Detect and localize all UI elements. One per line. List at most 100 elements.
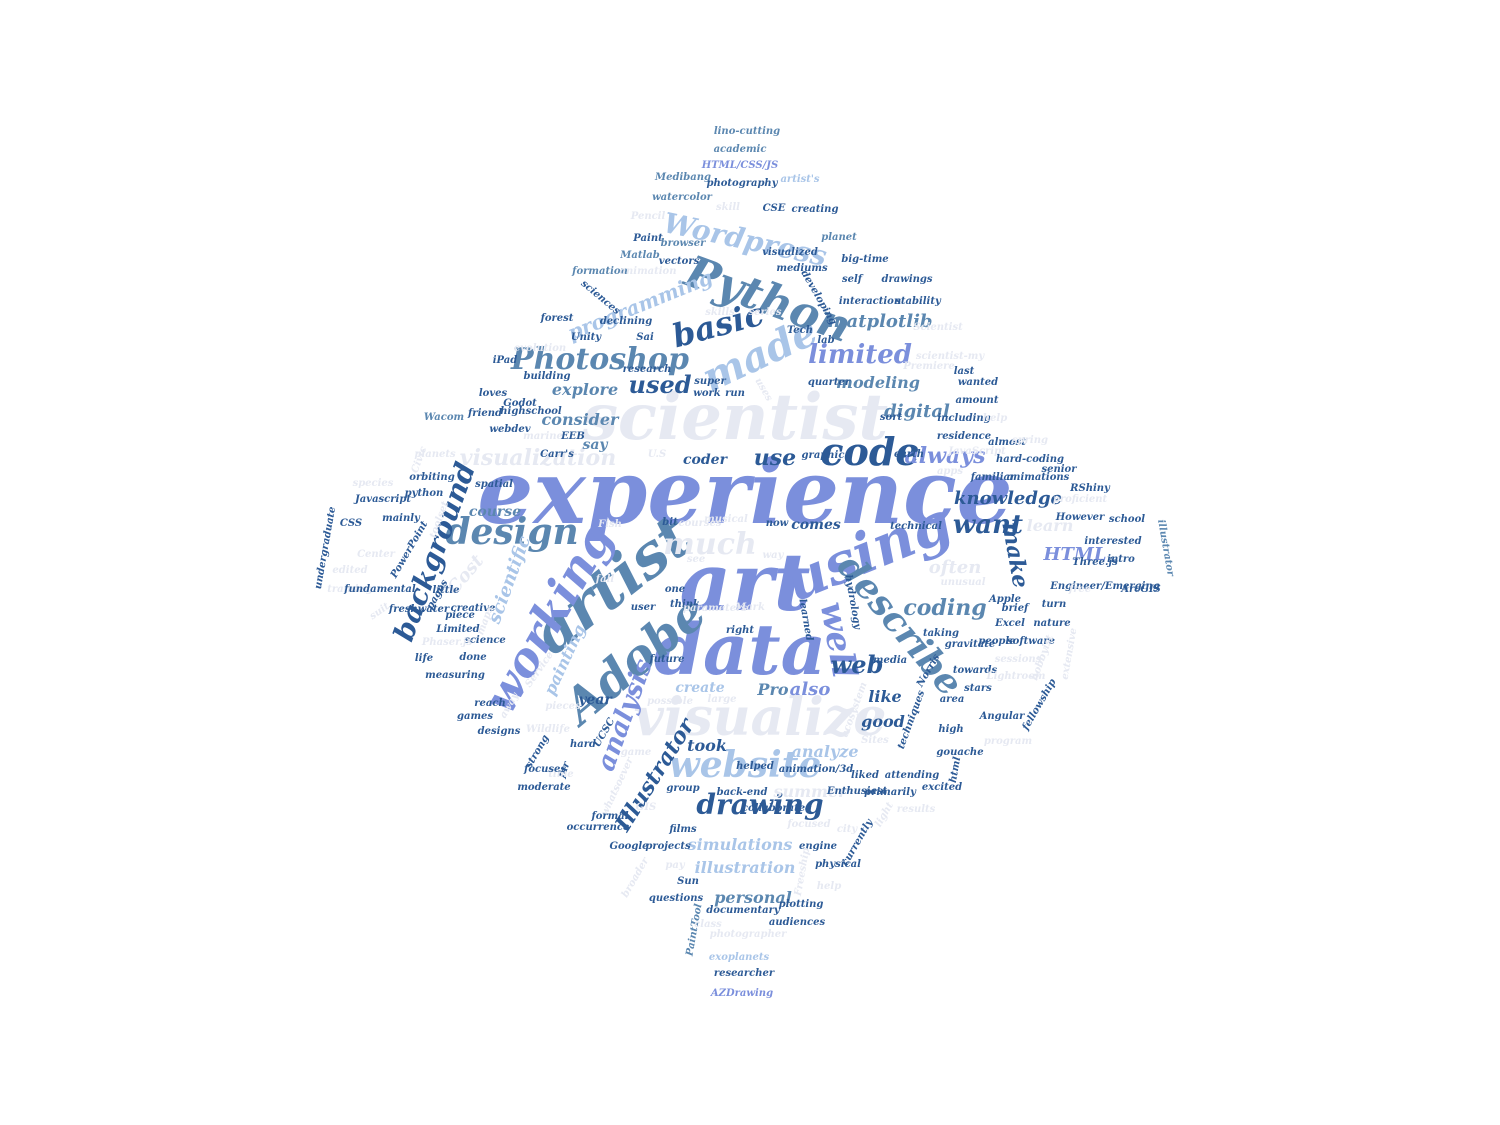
word-super: super [694, 376, 726, 387]
word-scientist: scientist [581, 380, 889, 455]
word-center: Center [357, 549, 395, 560]
word-gravitate: gravitate [944, 639, 996, 650]
word-css: CSS [339, 518, 363, 529]
word-three-js: Three.js [1072, 557, 1118, 568]
word-evolution: evolution [513, 343, 567, 354]
word-plotting: plotting [778, 899, 824, 910]
word-artist-s: artist's [780, 174, 820, 185]
word-city: city [836, 824, 858, 835]
word-mediums: mediums [776, 263, 828, 274]
word-spring: spring [1012, 435, 1048, 446]
word-building: building [523, 371, 571, 382]
word-art: art [679, 535, 811, 629]
word-formation: formation [572, 266, 628, 277]
word-graphic: graphic [801, 450, 845, 461]
word-rshiny: RShiny [1070, 483, 1110, 494]
word-visualized: visualized [762, 247, 818, 258]
word-projects: projects [645, 841, 691, 852]
word-sun: Sun [677, 876, 699, 887]
word-class: class [694, 919, 722, 930]
word-focused: focused [787, 819, 831, 830]
word-wacom: Wacom [423, 412, 465, 423]
word-life: life [414, 653, 434, 664]
word-create: create [675, 680, 725, 696]
word-large: large [707, 694, 737, 705]
word-sites: Sites [861, 735, 889, 746]
word-say: say [582, 437, 608, 453]
word-physical: physical [815, 859, 861, 870]
word-media: media [872, 655, 908, 666]
word-freeship: Freeship [792, 847, 813, 897]
word-course: course [468, 504, 522, 520]
word-game: game [620, 747, 652, 758]
word-friend: friend [468, 408, 502, 419]
word-films: films [669, 824, 697, 835]
word-planets: planets [414, 449, 456, 460]
word-excited: excited [921, 782, 963, 793]
word-right: right [726, 625, 754, 636]
word-coding: coding [903, 595, 987, 621]
word-pro: Pro [757, 680, 789, 699]
word-lab: lab [817, 335, 835, 346]
word-earth: earth [894, 449, 924, 460]
word-reach: reach [474, 698, 506, 709]
word-summer: summer [773, 782, 847, 801]
word-including: including [937, 413, 991, 424]
word-eeb: EEB [561, 431, 585, 442]
word-hard-coding: hard-coding [996, 454, 1064, 465]
word-google: Google [609, 841, 649, 852]
word-sai: Sai [636, 332, 654, 343]
word-researcher: researcher [713, 968, 775, 979]
word-spatial: spatial [475, 479, 513, 490]
word-planet: planet [821, 232, 857, 243]
word-exoplanets: exoplanets [708, 952, 770, 963]
word-skills: skills [705, 307, 735, 318]
word-nature: nature [1033, 618, 1071, 629]
word-civic: Civic [409, 445, 430, 475]
word-comes: comes [791, 517, 841, 533]
word-matplotlib: matplotlib [827, 311, 933, 332]
word-code: code [820, 429, 920, 474]
word-back-end: back-end [716, 787, 768, 798]
word-freshwater: freshwater [388, 604, 450, 615]
word-analyze: analyze [791, 742, 859, 761]
word-extensive: extensive [1059, 627, 1080, 681]
word-brief: brief [1001, 603, 1029, 614]
word-engine: engine [798, 841, 838, 852]
word-way: way [762, 550, 784, 561]
word-proficient: proficient [1052, 494, 1108, 505]
word-design: design [445, 511, 579, 553]
word-work: work [693, 388, 721, 399]
word-fall: fall [595, 574, 615, 585]
word-self: self [841, 274, 863, 285]
word-use: use [753, 445, 797, 471]
word-unusual: unusual [940, 577, 986, 588]
word-tech: Tech [786, 325, 814, 336]
word-drawings: drawings [881, 274, 933, 285]
word-web: web [830, 650, 884, 679]
word-stars: stars [964, 683, 992, 694]
word-group: group [666, 783, 700, 794]
word-designs: designs [477, 726, 521, 737]
word-javascript: JavaScript [948, 446, 1006, 457]
word-knowledge: knowledge [954, 488, 1062, 509]
word-musical: musical [704, 514, 748, 525]
word-animation-3d: animation/3d [778, 764, 854, 775]
word-experience: experience [477, 440, 1013, 544]
word-painttool: PaintTool [684, 902, 705, 957]
word-help-2: help [816, 881, 842, 892]
word-like: like [868, 687, 902, 706]
word-drawing: drawing [696, 788, 824, 821]
word-intro: intro [1107, 554, 1135, 565]
word-see: see [686, 554, 706, 565]
word-visualize: visualize [633, 687, 887, 748]
word-people: people [978, 636, 1016, 647]
word-sort: sort [879, 412, 903, 423]
word-games: games [456, 711, 494, 722]
word-program: program [983, 736, 1033, 747]
word-python-2: python [404, 488, 444, 499]
word-towards: towards [952, 665, 998, 676]
word-hard: hard [569, 739, 597, 750]
word-fundamental: fundamental [344, 584, 416, 595]
